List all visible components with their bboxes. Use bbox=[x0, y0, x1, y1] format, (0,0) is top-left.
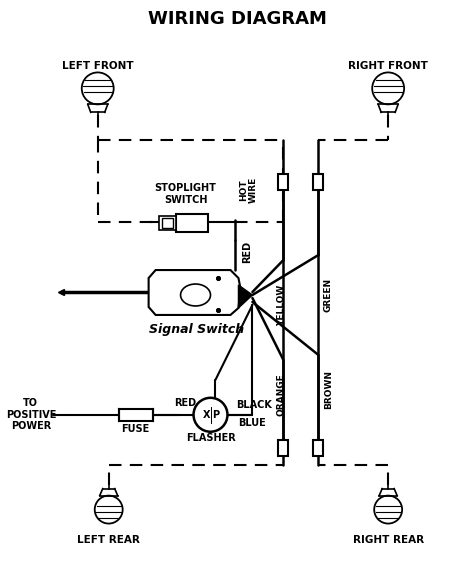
Text: FUSE: FUSE bbox=[121, 424, 150, 434]
Circle shape bbox=[372, 73, 404, 104]
Text: LEFT REAR: LEFT REAR bbox=[77, 534, 140, 544]
Text: RED: RED bbox=[174, 398, 197, 408]
Text: YELLOW: YELLOW bbox=[277, 284, 286, 326]
FancyBboxPatch shape bbox=[278, 440, 288, 456]
Circle shape bbox=[374, 496, 402, 523]
Text: WIRING DIAGRAM: WIRING DIAGRAM bbox=[148, 9, 327, 28]
Text: BLUE: BLUE bbox=[238, 418, 266, 428]
Text: RIGHT REAR: RIGHT REAR bbox=[353, 534, 424, 544]
FancyBboxPatch shape bbox=[278, 174, 288, 190]
Circle shape bbox=[193, 398, 228, 432]
Text: RED: RED bbox=[242, 241, 253, 263]
Text: P: P bbox=[212, 410, 219, 420]
FancyBboxPatch shape bbox=[118, 409, 153, 421]
FancyBboxPatch shape bbox=[175, 214, 208, 232]
Text: LEFT FRONT: LEFT FRONT bbox=[62, 62, 134, 71]
Text: GREEN: GREEN bbox=[324, 278, 333, 312]
Text: ORANGE: ORANGE bbox=[277, 373, 286, 416]
FancyBboxPatch shape bbox=[159, 216, 175, 230]
Text: X: X bbox=[203, 410, 210, 420]
FancyBboxPatch shape bbox=[313, 174, 323, 190]
FancyBboxPatch shape bbox=[162, 218, 173, 228]
Circle shape bbox=[82, 73, 114, 104]
Polygon shape bbox=[149, 270, 240, 315]
Text: Signal Switch: Signal Switch bbox=[149, 323, 244, 336]
Text: RIGHT FRONT: RIGHT FRONT bbox=[348, 62, 428, 71]
Text: STOPLIGHT
SWITCH: STOPLIGHT SWITCH bbox=[155, 183, 217, 205]
Circle shape bbox=[95, 496, 123, 523]
Text: HOT
WIRE: HOT WIRE bbox=[239, 177, 258, 203]
Polygon shape bbox=[238, 285, 253, 308]
Text: BLACK: BLACK bbox=[237, 400, 273, 410]
Text: TO
POSITIVE
POWER: TO POSITIVE POWER bbox=[6, 398, 56, 431]
Text: FLASHER: FLASHER bbox=[186, 432, 236, 443]
FancyBboxPatch shape bbox=[313, 440, 323, 456]
Text: BROWN: BROWN bbox=[324, 370, 333, 409]
Ellipse shape bbox=[181, 284, 210, 306]
